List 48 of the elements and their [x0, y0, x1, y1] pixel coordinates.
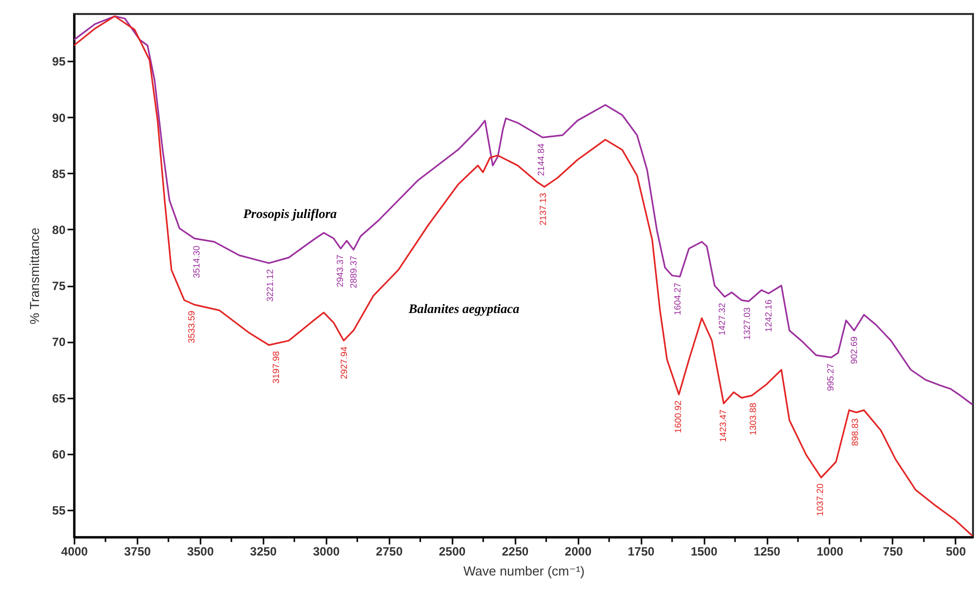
- y-tick-label: 90: [52, 110, 66, 125]
- y-tick-label: 55: [52, 504, 66, 518]
- x-tick-label: 2750: [376, 544, 403, 558]
- annotation: 3197.98: [270, 351, 281, 384]
- annotation: 1037.20: [815, 484, 826, 516]
- x-tick-label: 2250: [502, 544, 529, 558]
- annotation: 1600.92: [673, 400, 684, 434]
- x-tick-label: 1000: [816, 544, 844, 558]
- x-tick-label: 1250: [754, 544, 781, 558]
- y-tick-label: 85: [52, 166, 66, 181]
- annotation: 2137.13: [538, 192, 548, 226]
- annotation: 3514.30: [191, 246, 202, 278]
- y-tick-label: 60: [52, 447, 66, 462]
- annotation: 1423.47: [718, 409, 728, 442]
- y-axis-title: % Transmittance: [27, 228, 42, 324]
- x-tick-label: 3500: [187, 544, 214, 558]
- x-tick-label: 1750: [628, 544, 655, 558]
- annotation: 2144.84: [536, 143, 546, 176]
- annotation: 898.83: [850, 418, 860, 446]
- annotation: 2889.37: [348, 256, 359, 288]
- annotation: 2943.37: [335, 254, 346, 288]
- annotation: 995.27: [826, 363, 836, 391]
- annotation: 1242.16: [763, 299, 774, 332]
- annotation: 1604.27: [672, 282, 682, 316]
- text: Balanites aegyptiaca: [408, 301, 520, 316]
- x-tick-label: 3000: [312, 544, 340, 558]
- annotation: 2927.94: [338, 346, 349, 380]
- y-tick-label: 75: [52, 279, 66, 294]
- y-tick-label: 65: [52, 391, 66, 406]
- y-tick-label: 95: [52, 54, 66, 69]
- series-label: Prosopis juliflora: [243, 206, 338, 221]
- annotation: 3221.12: [265, 269, 276, 302]
- x-tick-label: 1500: [690, 544, 718, 558]
- annotation: 1303.88: [748, 402, 758, 436]
- x-tick-label: 3750: [124, 544, 152, 558]
- annotation: 1327.03: [742, 307, 752, 340]
- x-tick-label: 3250: [250, 544, 278, 558]
- x-tick-label: 4000: [61, 544, 88, 558]
- annotation: 1427.32: [716, 302, 727, 336]
- x-axis-title: Wave number (cm⁻¹): [463, 564, 585, 578]
- y-tick-label: 80: [52, 222, 66, 237]
- annotation: 902.69: [848, 336, 859, 364]
- annotation: 3533.59: [186, 310, 196, 344]
- x-tick-label: 500: [946, 544, 966, 558]
- x-tick-label: 2000: [564, 544, 592, 558]
- x-tick-label: 2500: [438, 544, 466, 558]
- x-tick-label: 750: [882, 544, 904, 558]
- y-tick-label: 70: [52, 335, 66, 350]
